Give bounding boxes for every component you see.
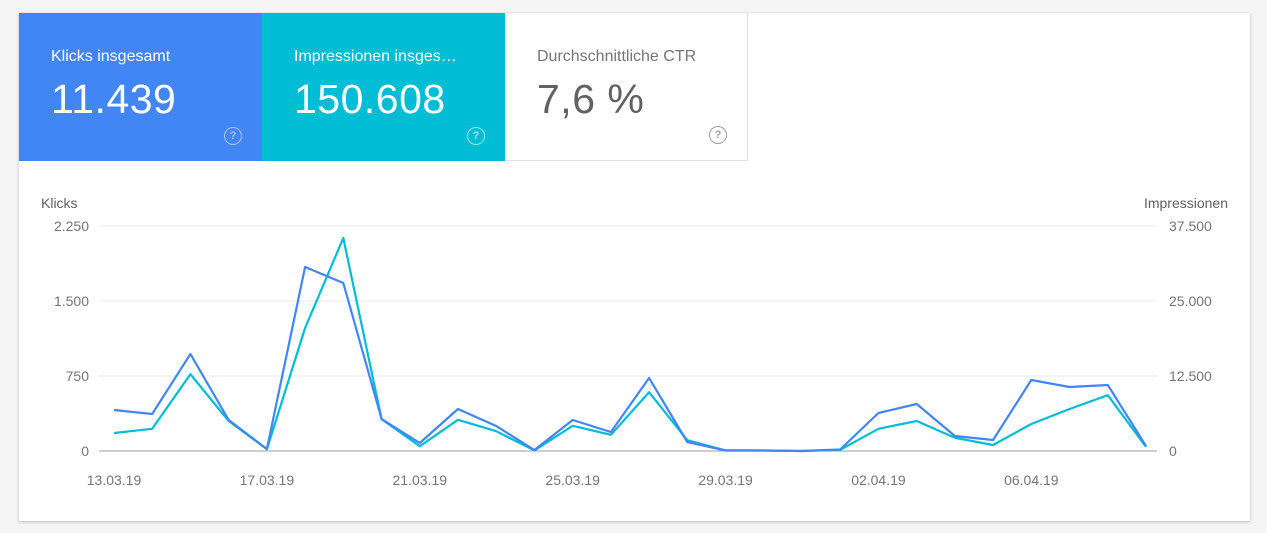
y-axis-left: 0 750 1.500 2.250	[54, 218, 89, 459]
x-tick: 17.03.19	[240, 472, 295, 488]
series-line-klicks	[113, 265, 1147, 453]
metric-value: 11.439	[51, 76, 177, 122]
metric-value: 7,6 %	[537, 76, 645, 122]
performance-card: Klicks insgesamt 11.439 ? Impressionen i…	[19, 13, 1250, 521]
help-circle-icon[interactable]: ?	[467, 127, 485, 145]
y-axis-title-right: Impressionen	[1144, 195, 1228, 211]
series-lines	[113, 236, 1147, 453]
metric-label: Durchschnittliche CTR	[537, 48, 697, 65]
y-tick-left: 2.250	[54, 218, 89, 234]
x-tick: 21.03.19	[393, 472, 448, 488]
y-tick-right: 12.500	[1169, 368, 1212, 384]
y-tick-left: 0	[81, 443, 89, 459]
x-tick: 13.03.19	[87, 472, 142, 488]
metric-tile-clicks[interactable]: Klicks insgesamt 11.439 ?	[19, 13, 262, 161]
metric-label: Impressionen insges…	[294, 48, 457, 65]
x-tick: 25.03.19	[545, 472, 600, 488]
y-axis-title-left: Klicks	[41, 195, 78, 211]
y-tick-left: 1.500	[54, 293, 89, 309]
metric-label: Klicks insgesamt	[51, 48, 171, 65]
x-axis: 13.03.19 17.03.19 21.03.19 25.03.19 29.03.19…	[87, 472, 1059, 488]
metric-tile-impressions[interactable]: Impressionen insges… 150.608 ?	[262, 13, 505, 161]
x-tick: 02.04.19	[851, 472, 906, 488]
y-axis-right: 0 12.500 25.000 37.500	[1169, 218, 1212, 459]
y-tick-right: 0	[1169, 443, 1177, 459]
metric-tile-ctr[interactable]: Durchschnittliche CTR 7,6 % ?	[505, 13, 748, 161]
x-tick: 06.04.19	[1004, 472, 1059, 488]
y-tick-right: 25.000	[1169, 293, 1212, 309]
y-tick-right: 37.500	[1169, 218, 1212, 234]
help-circle-icon[interactable]: ?	[224, 127, 242, 145]
gridlines	[99, 225, 1157, 452]
x-tick: 29.03.19	[698, 472, 753, 488]
y-tick-left: 750	[66, 368, 90, 384]
series-line-impressionen	[113, 236, 1147, 453]
metric-value: 150.608	[294, 76, 446, 122]
help-circle-icon[interactable]: ?	[709, 126, 727, 144]
